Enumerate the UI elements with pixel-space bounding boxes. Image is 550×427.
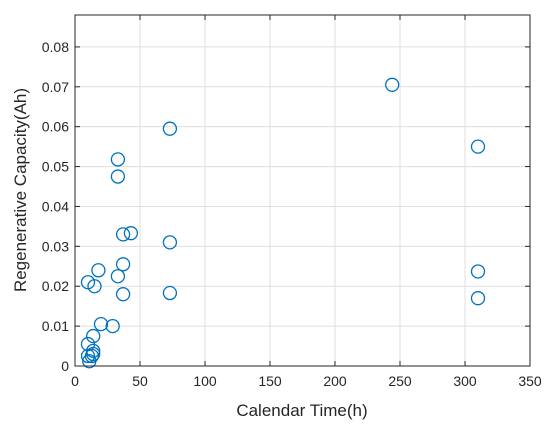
data-point	[162, 235, 178, 250]
x-tick-label: 300	[453, 373, 477, 389]
data-point	[115, 287, 131, 302]
y-tick-label: 0.07	[42, 79, 69, 95]
data-point	[470, 264, 486, 279]
data-point	[123, 226, 139, 241]
data-point	[87, 279, 102, 294]
data-point	[115, 257, 131, 272]
y-tick-label: 0.03	[42, 238, 69, 254]
plot-frame	[74, 14, 531, 367]
x-axis-label: Calendar Time(h)	[236, 401, 367, 420]
data-point	[91, 263, 106, 278]
data-point	[385, 77, 400, 92]
data-point	[110, 269, 126, 284]
data-point	[470, 139, 486, 154]
data-point	[105, 318, 120, 334]
data-point	[86, 328, 101, 344]
plot-area	[75, 15, 530, 366]
y-tick-label: 0	[61, 358, 69, 374]
x-tick-label: 200	[323, 373, 347, 389]
data-point	[84, 348, 100, 364]
y-axis-label: Regenerative Capacity(Ah)	[11, 88, 30, 292]
data-point	[86, 343, 101, 358]
data-point	[115, 227, 131, 242]
axis-ticks: 0 50 100 150 200 250 300 350 0 0.01 0.02 0.03 0.04 0.…	[42, 15, 542, 389]
data-point	[110, 169, 126, 184]
x-tick-label: 0	[71, 373, 79, 389]
data-point	[162, 121, 178, 136]
data-point	[93, 316, 109, 332]
data-point	[110, 152, 126, 167]
y-tick-label: 0.05	[42, 159, 69, 175]
y-tick-label: 0.04	[42, 198, 69, 214]
x-tick-label: 100	[193, 373, 217, 389]
y-tick-label: 0.02	[42, 278, 69, 294]
data-points	[80, 77, 486, 369]
data-point	[86, 346, 101, 362]
y-tick-label: 0.08	[42, 39, 69, 55]
x-tick-label: 150	[258, 373, 282, 389]
x-tick-label: 350	[518, 373, 542, 389]
y-tick-label: 0.06	[42, 119, 69, 135]
grid-lines	[74, 15, 531, 367]
x-tick-label: 250	[388, 373, 412, 389]
data-point	[162, 285, 178, 301]
x-tick-label: 50	[132, 373, 148, 389]
y-tick-label: 0.01	[42, 318, 69, 334]
data-point	[470, 291, 486, 306]
